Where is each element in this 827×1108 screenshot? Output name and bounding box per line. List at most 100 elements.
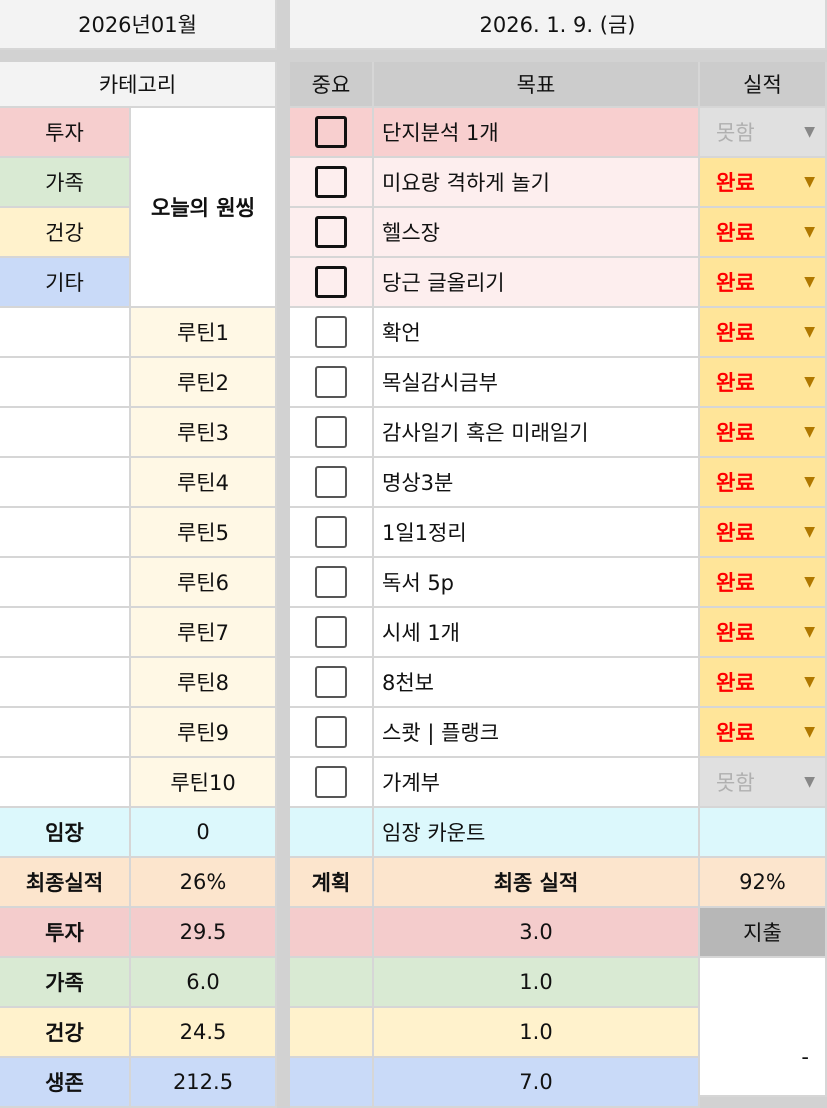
important-checkbox-cell[interactable]: [290, 208, 374, 258]
goal-text[interactable]: 시세 1개: [374, 608, 700, 658]
expense-label: 지출: [700, 908, 827, 958]
empty-cell: [0, 708, 131, 758]
status-dropdown[interactable]: 못함 ▼: [700, 108, 827, 158]
dropdown-arrow-icon[interactable]: ▼: [804, 774, 815, 790]
status-dropdown[interactable]: 완료 ▼: [700, 358, 827, 408]
checkbox[interactable]: [315, 316, 347, 348]
status-dropdown[interactable]: 못함 ▼: [700, 758, 827, 808]
checkbox[interactable]: [315, 766, 347, 798]
status-value: 완료: [716, 521, 755, 545]
dropdown-arrow-icon[interactable]: ▼: [804, 724, 815, 740]
plan-value: 7.0: [374, 1058, 700, 1108]
goal-text[interactable]: 감사일기 혹은 미래일기: [374, 408, 700, 458]
final-result-label: 최종 실적: [374, 858, 700, 908]
checkbox[interactable]: [315, 166, 347, 198]
important-checkbox-cell[interactable]: [290, 308, 374, 358]
important-checkbox-cell[interactable]: [290, 158, 374, 208]
imjang-value: 0: [131, 808, 277, 858]
dropdown-arrow-icon[interactable]: ▼: [804, 274, 815, 290]
status-dropdown[interactable]: 완료 ▼: [700, 708, 827, 758]
final-value: 26%: [131, 858, 277, 908]
empty-cell: [290, 1058, 374, 1108]
goal-text[interactable]: 당근 글올리기: [374, 258, 700, 308]
status-value: 못함: [716, 121, 755, 145]
checkbox[interactable]: [315, 566, 347, 598]
goal-text[interactable]: 1일1정리: [374, 508, 700, 558]
today-one-thing: 오늘의 원씽: [131, 108, 277, 308]
goal-text[interactable]: 독서 5p: [374, 558, 700, 608]
important-checkbox-cell[interactable]: [290, 408, 374, 458]
important-checkbox-cell[interactable]: [290, 608, 374, 658]
imjang-count-label: 임장 카운트: [374, 808, 700, 858]
status-dropdown[interactable]: 완료 ▼: [700, 608, 827, 658]
empty-cell: [0, 308, 131, 358]
category-3: 기타: [0, 258, 131, 308]
dropdown-arrow-icon[interactable]: ▼: [804, 674, 815, 690]
status-dropdown[interactable]: 완료 ▼: [700, 508, 827, 558]
important-checkbox-cell[interactable]: [290, 658, 374, 708]
dropdown-arrow-icon[interactable]: ▼: [804, 624, 815, 640]
goal-text[interactable]: 가계부: [374, 758, 700, 808]
status-dropdown[interactable]: 완료 ▼: [700, 408, 827, 458]
checkbox[interactable]: [315, 366, 347, 398]
category-header: 카테고리: [0, 62, 277, 108]
dropdown-arrow-icon[interactable]: ▼: [804, 574, 815, 590]
summary-value: 6.0: [131, 958, 277, 1008]
routine-label: 루틴2: [131, 358, 277, 408]
important-checkbox-cell[interactable]: [290, 108, 374, 158]
dropdown-arrow-icon[interactable]: ▼: [804, 324, 815, 340]
checkbox[interactable]: [315, 216, 347, 248]
dropdown-arrow-icon[interactable]: ▼: [804, 374, 815, 390]
status-dropdown[interactable]: 완료 ▼: [700, 558, 827, 608]
goal-text[interactable]: 확언: [374, 308, 700, 358]
goal-text[interactable]: 단지분석 1개: [374, 108, 700, 158]
empty-cell: [290, 908, 374, 958]
checkbox[interactable]: [315, 116, 347, 148]
dropdown-arrow-icon[interactable]: ▼: [804, 174, 815, 190]
dropdown-arrow-icon[interactable]: ▼: [804, 124, 815, 140]
checkbox[interactable]: [315, 516, 347, 548]
important-checkbox-cell[interactable]: [290, 758, 374, 808]
dropdown-arrow-icon[interactable]: ▼: [804, 524, 815, 540]
important-checkbox-cell[interactable]: [290, 458, 374, 508]
goal-text[interactable]: 8천보: [374, 658, 700, 708]
important-checkbox-cell[interactable]: [290, 708, 374, 758]
important-checkbox-cell[interactable]: [290, 508, 374, 558]
status-dropdown[interactable]: 완료 ▼: [700, 208, 827, 258]
dropdown-arrow-icon[interactable]: ▼: [804, 424, 815, 440]
goal-text[interactable]: 스쾃 | 플랭크: [374, 708, 700, 758]
checkbox[interactable]: [315, 716, 347, 748]
status-dropdown[interactable]: 완료 ▼: [700, 308, 827, 358]
goal-text[interactable]: 헬스장: [374, 208, 700, 258]
empty-cell: [290, 808, 374, 858]
important-header: 중요: [290, 62, 374, 108]
status-value: 완료: [716, 321, 755, 345]
goal-header: 목표: [374, 62, 700, 108]
goal-text[interactable]: 목실감시금부: [374, 358, 700, 408]
important-checkbox-cell[interactable]: [290, 558, 374, 608]
important-checkbox-cell[interactable]: [290, 358, 374, 408]
checkbox[interactable]: [315, 466, 347, 498]
checkbox[interactable]: [315, 266, 347, 298]
status-dropdown[interactable]: 완료 ▼: [700, 658, 827, 708]
status-dropdown[interactable]: 완료 ▼: [700, 458, 827, 508]
summary-label: 생존: [0, 1058, 131, 1108]
summary-value: 212.5: [131, 1058, 277, 1108]
checkbox[interactable]: [315, 416, 347, 448]
status-dropdown[interactable]: 완료 ▼: [700, 258, 827, 308]
status-value: 완료: [716, 671, 755, 695]
routine-label: 루틴8: [131, 658, 277, 708]
goal-text[interactable]: 미요랑 격하게 놀기: [374, 158, 700, 208]
checkbox[interactable]: [315, 666, 347, 698]
summary-value: 29.5: [131, 908, 277, 958]
important-checkbox-cell[interactable]: [290, 258, 374, 308]
dropdown-arrow-icon[interactable]: ▼: [804, 224, 815, 240]
status-value: 완료: [716, 721, 755, 745]
empty-cell: [0, 408, 131, 458]
status-dropdown[interactable]: 완료 ▼: [700, 158, 827, 208]
checkbox[interactable]: [315, 616, 347, 648]
dropdown-arrow-icon[interactable]: ▼: [804, 474, 815, 490]
status-value: 완료: [716, 371, 755, 395]
goal-text[interactable]: 명상3분: [374, 458, 700, 508]
expense-value: -: [700, 958, 827, 1097]
